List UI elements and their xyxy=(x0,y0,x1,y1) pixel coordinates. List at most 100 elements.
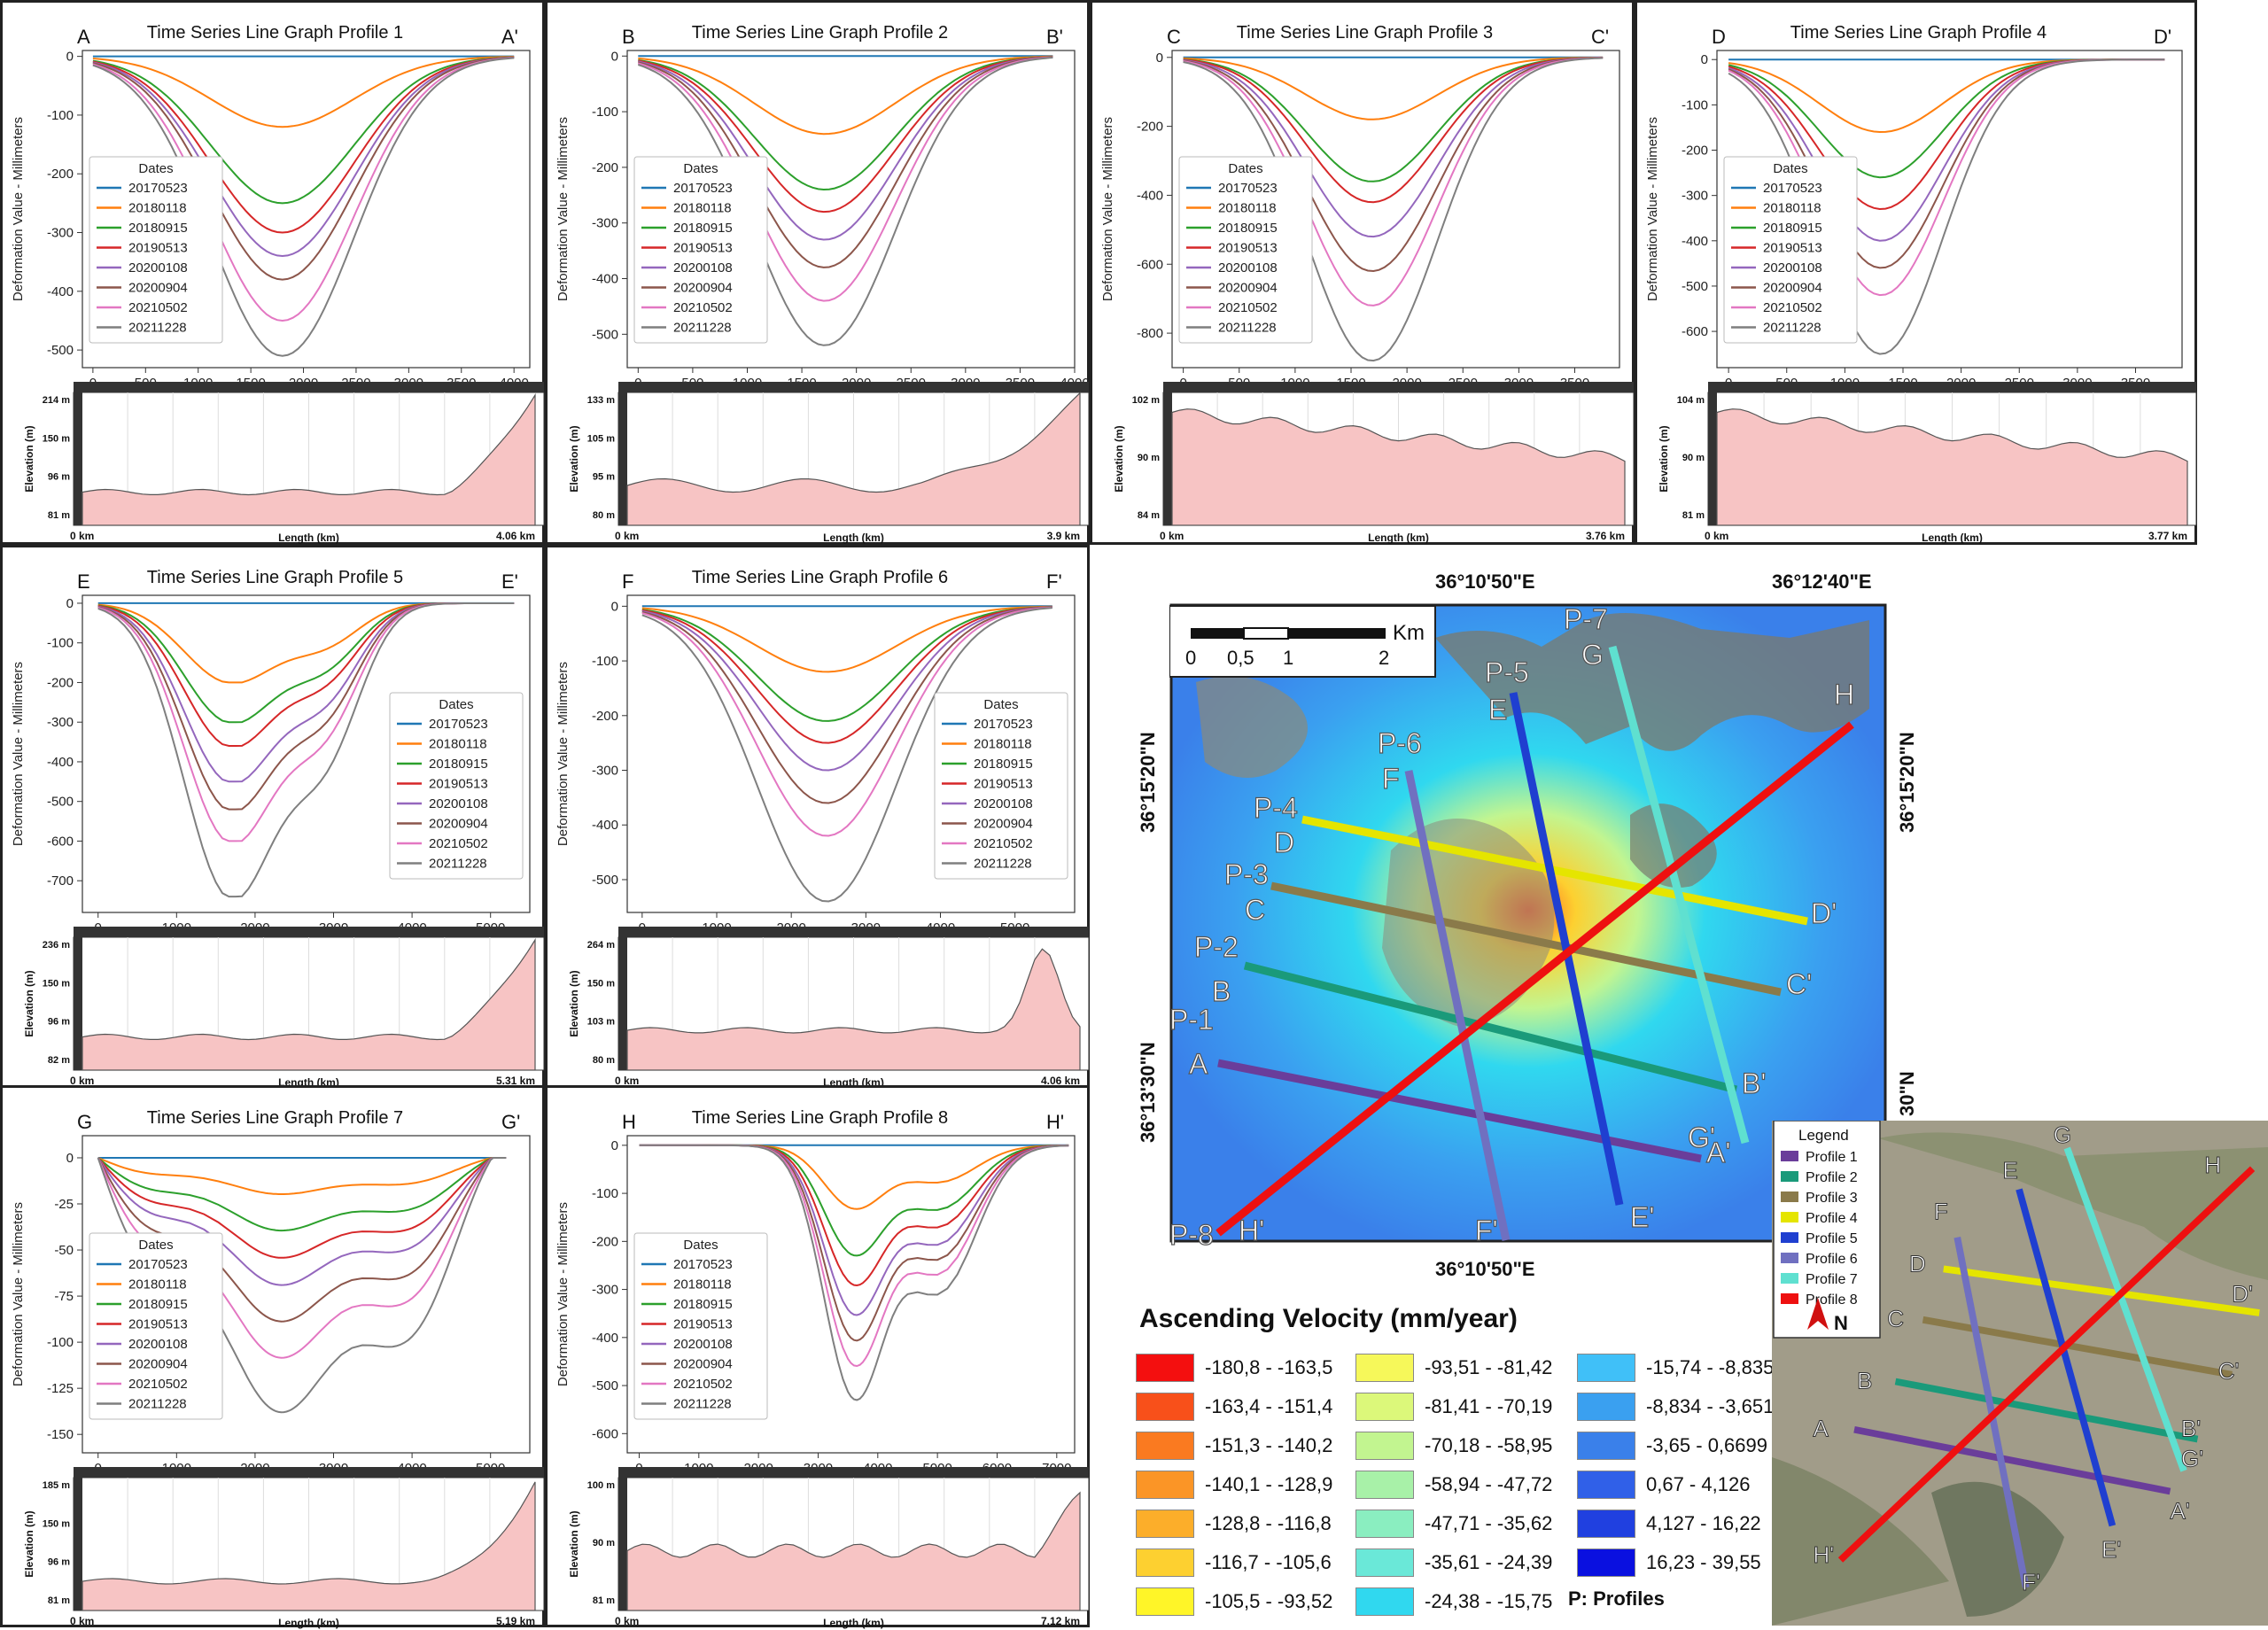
elevation-x-label: Length (km) xyxy=(1922,532,1983,544)
chart-title: Time Series Line Graph Profile 6 xyxy=(692,568,948,587)
map-profile-line-4 xyxy=(1301,815,1808,926)
velocity-swatch xyxy=(1136,1393,1194,1421)
map-profile-label: D xyxy=(1274,827,1294,858)
velocity-label: -180,8 - -163,5 xyxy=(1205,1356,1333,1378)
y-tick-label: 0 xyxy=(66,1151,74,1166)
profile-lines xyxy=(1216,645,1854,1241)
velocity-swatch xyxy=(1136,1471,1194,1499)
legend-entry: 20200108 xyxy=(429,796,488,811)
elevation-area xyxy=(626,392,1081,526)
y-tick-label: -400 xyxy=(47,755,74,770)
series-line-20200904 xyxy=(92,56,515,281)
elevation-end: 7.12 km xyxy=(1041,1615,1080,1627)
map-profile-label: F' xyxy=(1475,1215,1498,1246)
velocity-swatch xyxy=(1136,1510,1194,1538)
profile-start-label: F xyxy=(622,570,633,593)
y-tick-label: -200 xyxy=(1137,120,1163,135)
velocity-class: -140,1 - -128,9 xyxy=(1136,1465,1332,1504)
elevation-start: 0 km xyxy=(615,1075,639,1087)
velocity-class: 0,67 - 4,126 xyxy=(1577,1465,1774,1504)
velocity-label: -8,834 - -3,651 xyxy=(1646,1395,1775,1417)
velocity-class: -70,18 - -58,95 xyxy=(1355,1426,1552,1465)
legend-entry: 20200904 xyxy=(128,1357,188,1372)
legend-title: Dates xyxy=(1228,161,1262,176)
elevation-end: 4.06 km xyxy=(496,530,535,542)
legend-entry: 20210502 xyxy=(429,836,488,851)
y-tick-label: -100 xyxy=(592,105,618,120)
inset-legend-swatch xyxy=(1781,1253,1798,1263)
elevation-y-label: Elevation (m) xyxy=(23,1510,35,1577)
legend-entry: 20180915 xyxy=(1763,221,1822,236)
legend-entry: 20180118 xyxy=(128,1277,187,1292)
velocity-class: -15,74 - -8,835 xyxy=(1577,1348,1774,1387)
inset-legend-entry: Profile 3 xyxy=(1806,1191,1858,1206)
scale-unit: Km xyxy=(1393,621,1425,645)
map-profile-label: P-4 xyxy=(1254,792,1298,824)
profile-start-label: E xyxy=(77,570,90,593)
coord-right-2: 30"N xyxy=(1896,1071,1918,1116)
legend-entry: 20190513 xyxy=(128,241,188,256)
inset-profile-line-4 xyxy=(1943,1265,2260,1316)
series-line-20200108 xyxy=(1183,57,1604,238)
legend-entry: 20180915 xyxy=(673,1297,733,1312)
y-tick-label: -100 xyxy=(47,636,74,651)
series-line-20200108 xyxy=(92,56,515,258)
velocity-label: -24,38 - -15,75 xyxy=(1425,1590,1553,1612)
series-line-20180118 xyxy=(92,56,515,128)
legend-entry: 20170523 xyxy=(673,1257,733,1272)
legend-entry: 20200108 xyxy=(673,260,733,276)
series-line-20180118 xyxy=(97,1157,507,1195)
velocity-class: -93,51 - -81,42 xyxy=(1355,1348,1552,1387)
elevation-tick: 96 m xyxy=(48,472,70,483)
velocity-label: -163,4 - -151,4 xyxy=(1205,1395,1333,1417)
elevation-x-label: Length (km) xyxy=(278,532,339,544)
chart-title: Time Series Line Graph Profile 8 xyxy=(692,1108,948,1128)
inset-profile-label: E' xyxy=(2101,1536,2121,1563)
elevation-y-label: Elevation (m) xyxy=(1113,425,1125,492)
series-line-20180118 xyxy=(1183,56,1604,120)
velocity-swatch xyxy=(1355,1432,1414,1460)
legend-entry: 20211228 xyxy=(128,1397,187,1412)
y-tick-label: -300 xyxy=(47,715,74,730)
scale-tick-1: 0,5 xyxy=(1227,647,1254,669)
coord-left-2: 36°13'30"N xyxy=(1137,1042,1159,1143)
elevation-y-label: Elevation (m) xyxy=(1658,425,1670,492)
y-tick-label: -500 xyxy=(47,795,74,810)
elevation-area xyxy=(626,948,1081,1071)
coord-left-1: 36°15'20"N xyxy=(1137,732,1159,833)
series-legend: Dates 20170523 20180118 20180915 20190513 202… xyxy=(633,156,768,344)
map-profile-label: P-6 xyxy=(1378,727,1422,759)
elevation-tick: 96 m xyxy=(48,1557,70,1568)
map-profile-label: P-8 xyxy=(1169,1219,1214,1251)
inset-legend-entry: Profile 4 xyxy=(1806,1211,1858,1226)
profile-end-label: A' xyxy=(501,26,518,48)
y-tick-label: -300 xyxy=(592,1283,618,1298)
legend-entry: 20170523 xyxy=(673,181,733,196)
legend-entry: 20170523 xyxy=(128,181,188,196)
legend-entry: 20180118 xyxy=(128,201,187,216)
velocity-map: P-1 A A' P-2 B B' P-3 C C' P-4 D D' P-5 E E' P-6 F F' P-7 G… xyxy=(1169,567,1887,1258)
elevation-tick: 133 m xyxy=(587,395,615,406)
velocity-label: -128,8 - -116,8 xyxy=(1205,1512,1332,1534)
y-tick-label: -700 xyxy=(47,873,74,889)
legend-entry: 20180915 xyxy=(128,221,188,236)
velocity-class: -47,71 - -35,62 xyxy=(1355,1504,1552,1543)
y-tick-label: 0 xyxy=(1701,52,1708,67)
legend-entry: 20200108 xyxy=(974,796,1033,811)
legend-entry: 20211228 xyxy=(1763,321,1821,336)
profile-svg: Time Series Line Graph Profile 5EE'01000… xyxy=(11,568,545,1089)
y-tick-label: -125 xyxy=(47,1381,74,1396)
series-line-20180915 xyxy=(92,56,515,205)
legend-entry: 20200904 xyxy=(1218,281,1278,296)
series-legend: Dates 20170523 20180118 20180915 20190513 202… xyxy=(89,1232,223,1420)
legend-entry: 20210502 xyxy=(128,300,188,315)
inset-legend-entry: Profile 8 xyxy=(1806,1292,1858,1308)
series-legend: Dates 20170523 20180118 20180915 20190513 202… xyxy=(1723,156,1858,344)
legend-entry: 20190513 xyxy=(429,777,488,792)
map-profile-label: A xyxy=(1189,1048,1208,1080)
inset-legend: Legend Profile 1 Profile 2 Profile 3 Profil… xyxy=(1773,1120,1881,1339)
scale-tick-3: 2 xyxy=(1379,647,1389,669)
series-line-20180915 xyxy=(97,1157,507,1232)
profile-end-label: E' xyxy=(501,570,518,593)
velocity-class: 4,127 - 16,22 xyxy=(1577,1504,1774,1543)
